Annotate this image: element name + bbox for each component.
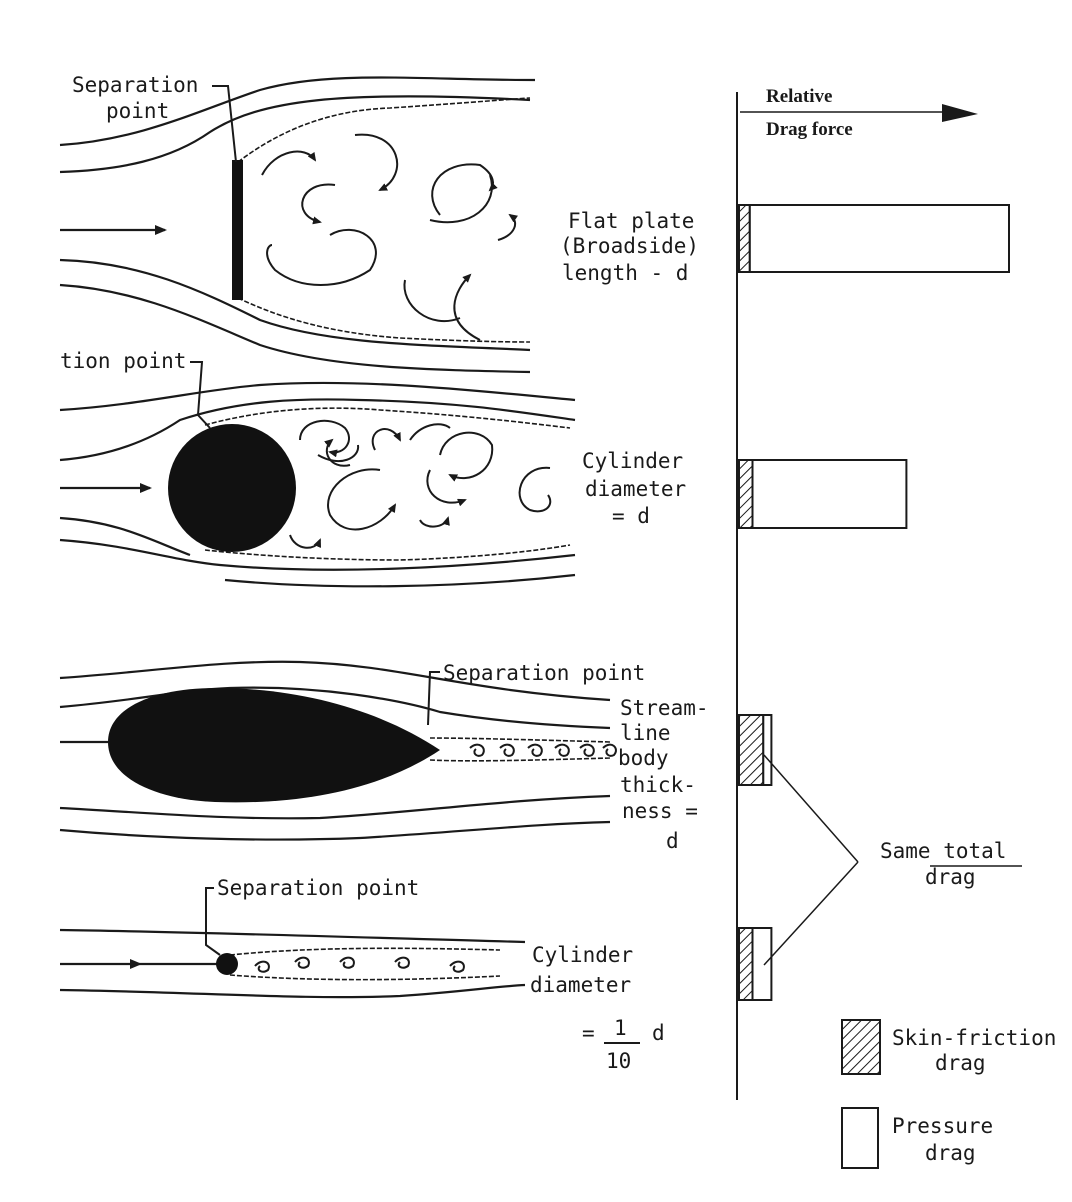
legend-pressure-line-2: drag <box>925 1141 976 1165</box>
cylinder-eddies <box>289 419 552 549</box>
streamline-label-line-2: line <box>620 721 671 745</box>
streamline-body <box>108 688 440 803</box>
separation-leader-top <box>212 85 237 163</box>
flat-plate <box>232 160 243 300</box>
streamline-label-line-4: thick- <box>620 773 696 797</box>
flat-plate-label-line-2: (Broadside) <box>560 234 699 258</box>
fraction-denominator: 10 <box>606 1049 631 1073</box>
flat-plate-label: Flat plate (Broadside) length - d <box>560 209 699 285</box>
same-total-label-2: drag <box>925 865 976 889</box>
separation-leader-small <box>205 887 221 956</box>
legend: Skin-friction drag Pressure drag <box>841 1019 1056 1169</box>
bar-pressure-flat-plate <box>748 204 1010 273</box>
flat-plate-label-line-1: Flat plate <box>568 209 694 233</box>
legend-swatch-skin-friction <box>841 1019 881 1075</box>
same-total-leader-1 <box>763 754 859 863</box>
bar-skin-friction-flat-plate <box>738 204 751 273</box>
fraction-suffix: d <box>652 1021 665 1045</box>
same-total-leader-2 <box>763 861 859 966</box>
legend-swatch-pressure <box>841 1107 879 1169</box>
streamline-label-line-5: ness = <box>622 799 698 823</box>
separation-leader-cylinder <box>190 361 211 429</box>
header-relative: Relative <box>766 86 832 107</box>
separation-label-streamline: Separation point <box>443 661 645 685</box>
drag-force-arrowhead <box>942 104 978 122</box>
small-cylinder-label: Cylinder diameter = 1 10 d <box>530 943 665 1073</box>
cylinder-flow <box>59 381 576 588</box>
fraction-numerator: 1 <box>614 1016 627 1040</box>
separation-label-small: Separation point <box>217 876 419 900</box>
small-cylinder-eddies <box>254 956 465 973</box>
cylinder <box>168 424 296 552</box>
legend-skin-line-1: Skin-friction <box>892 1026 1056 1050</box>
cylinder-label-line-2: diameter <box>585 477 686 501</box>
fraction-prefix: = <box>582 1021 595 1045</box>
streamline-eddies <box>469 743 617 757</box>
header-drag-force: Drag force <box>766 119 853 140</box>
streamline-label: Stream- line body thick- ness = d <box>618 696 709 853</box>
separation-label-top-2: point <box>106 99 169 123</box>
flat-plate-flow <box>59 76 536 374</box>
flat-plate-eddies <box>261 133 519 341</box>
small-cylinder-flow <box>59 928 526 999</box>
same-total-annotation: Same total drag <box>763 754 1022 966</box>
separation-label-top-1: Separation <box>72 73 198 97</box>
drag-bars <box>738 204 1010 1001</box>
cylinder-label-line-1: Cylinder <box>582 449 683 473</box>
streamline-label-line-6: d <box>666 829 679 853</box>
bar-pressure-cylinder <box>751 459 908 529</box>
cylinder-label-line-3: = d <box>612 504 650 528</box>
bar-pressure-streamline-body <box>762 714 773 786</box>
legend-pressure-line-1: Pressure <box>892 1114 993 1138</box>
bar-skin-friction-small-cylinder <box>738 927 754 1001</box>
bar-skin-friction-streamline-body <box>738 714 765 786</box>
bar-pressure-small-cylinder <box>751 927 773 1001</box>
small-cylinder-label-line-2: diameter <box>530 973 631 997</box>
streamline-label-line-3: body <box>618 746 669 770</box>
small-cylinder <box>216 953 238 975</box>
cylinder-label: Cylinder diameter = d <box>582 449 686 528</box>
legend-skin-line-2: drag <box>935 1051 986 1075</box>
streamline-label-line-1: Stream- <box>620 696 709 720</box>
small-cylinder-label-line-1: Cylinder <box>532 943 633 967</box>
flat-plate-label-line-3: length - d <box>562 261 688 285</box>
separation-leader-streamline <box>427 671 440 726</box>
separation-label-cylinder: tion point <box>60 349 186 373</box>
same-total-label-1: Same total <box>880 839 1006 863</box>
bar-skin-friction-cylinder <box>738 459 754 529</box>
